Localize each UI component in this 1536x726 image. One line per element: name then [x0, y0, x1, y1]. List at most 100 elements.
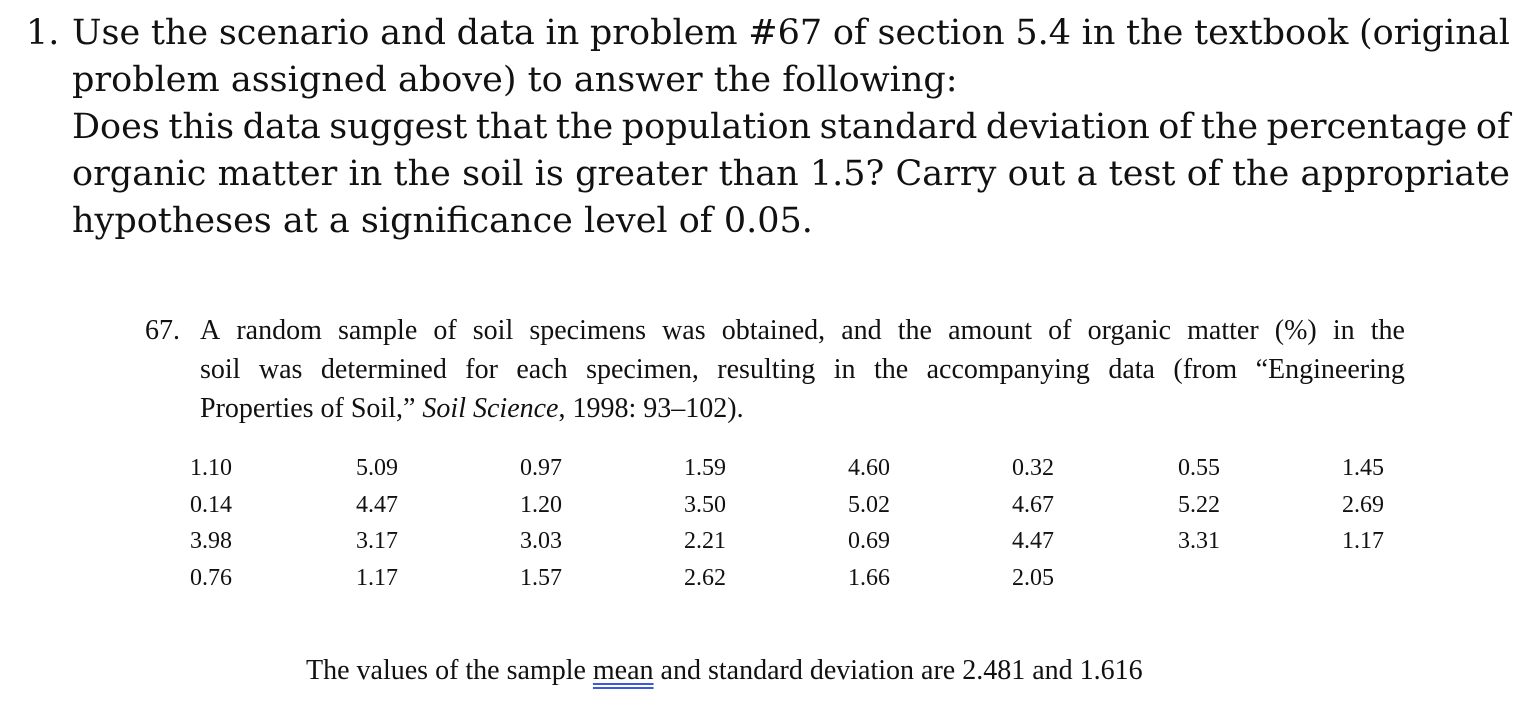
word: appropriate	[1300, 154, 1510, 194]
word: problem	[589, 13, 738, 53]
data-cell: 0.14	[190, 491, 232, 518]
data-cell: 1.17	[1342, 528, 1384, 554]
word: specimen,	[586, 354, 699, 385]
word: was	[662, 315, 706, 346]
word: percentage	[1266, 107, 1468, 147]
word: the	[1200, 107, 1259, 147]
data-row: 1.10 5.09 0.97 1.59 4.60 0.32 0.55 1.45	[190, 455, 1390, 492]
data-cell: 1.45	[1342, 455, 1384, 481]
word: the	[1370, 315, 1405, 346]
word: organic	[1087, 315, 1172, 346]
data-cell: 3.17	[356, 528, 398, 554]
word: a	[1076, 154, 1098, 194]
question-number: 1.	[26, 13, 60, 53]
word: of	[433, 315, 457, 346]
word: amount	[948, 315, 1033, 346]
data-cell: 3.50	[684, 491, 726, 518]
question-line: Use the scenario and data in problem #67 of secti…	[72, 10, 1510, 57]
journal-title: Soil Science	[422, 393, 559, 424]
word: the	[1126, 13, 1184, 53]
word: the	[873, 354, 909, 385]
word: sample	[337, 315, 418, 346]
word: Does	[72, 107, 160, 147]
data-cell: 2.05	[1012, 564, 1054, 591]
question-line: Does this data suggest that the population stan…	[72, 104, 1510, 151]
word: data	[456, 13, 535, 53]
word: determined	[320, 354, 447, 385]
summary-pre: The values of the sample	[306, 655, 593, 686]
word: matter	[1187, 315, 1259, 346]
word: obtained,	[721, 315, 826, 346]
problem-line: soil was determined for each specimen, resulti…	[200, 350, 1405, 389]
word: suggest	[329, 107, 468, 147]
data-cell: 1.20	[520, 491, 562, 518]
word: in	[833, 354, 856, 385]
data-cell: 1.17	[356, 564, 398, 591]
data-cell: 0.69	[848, 528, 890, 554]
word: of	[832, 13, 867, 53]
word: population	[621, 107, 812, 147]
word: (original	[1359, 13, 1510, 53]
data-cell: 4.47	[1012, 528, 1054, 554]
data-cell: 1.66	[848, 564, 890, 591]
word: (%)	[1274, 315, 1317, 346]
word: random	[236, 315, 322, 346]
word: test	[1108, 154, 1176, 194]
word: section	[877, 13, 1005, 53]
word: the	[555, 107, 614, 147]
data-cell: 1.57	[520, 564, 562, 591]
word: of	[1158, 107, 1193, 147]
word: for	[465, 354, 498, 385]
data-cell: 0.32	[1012, 455, 1054, 481]
data-cell: 2.69	[1342, 491, 1384, 518]
word: 5.4	[1015, 13, 1071, 53]
data-cell: 2.21	[684, 528, 726, 554]
word: was	[258, 354, 303, 385]
summary-post: and standard deviation are 2.481 and 1.6…	[653, 655, 1143, 686]
word: of	[1186, 154, 1221, 194]
word: in	[1081, 13, 1116, 53]
word: and	[380, 13, 446, 53]
data-cell: 2.62	[684, 564, 726, 591]
word: in	[1332, 315, 1355, 346]
word: soil	[472, 315, 514, 346]
word: soil	[200, 354, 241, 385]
word: textbook	[1194, 13, 1349, 53]
data-cell: 4.60	[848, 455, 890, 481]
word: Use	[72, 13, 141, 53]
word: A	[200, 315, 221, 346]
data-cell: 3.98	[190, 528, 232, 554]
word: the	[393, 154, 451, 194]
data-cell: 0.97	[520, 455, 562, 481]
word: is	[534, 154, 564, 194]
question-line: problem assigned above) to answer the fo…	[72, 60, 958, 100]
data-cell: 0.76	[190, 564, 232, 591]
word: in	[545, 13, 580, 53]
word: in	[348, 154, 383, 194]
word: of	[1475, 107, 1510, 147]
data-cell: 5.02	[848, 491, 890, 518]
word: (from	[1173, 354, 1238, 385]
word: resulting	[717, 354, 816, 385]
problem-line: Properties of Soil,” Soil Science, 1998:…	[200, 389, 1405, 428]
word: soil	[462, 154, 524, 194]
data-cell: 0.55	[1178, 455, 1220, 481]
question-line: hypotheses at a significance level of 0.…	[72, 201, 813, 241]
word: and	[841, 315, 882, 346]
problem-number: 67.	[145, 315, 180, 346]
question-text: Use the scenario and data in problem #67 of secti…	[72, 10, 1510, 245]
word: Carry	[895, 154, 997, 194]
word: data	[242, 107, 321, 147]
data-cell: 3.31	[1178, 528, 1220, 554]
data-row: 3.98 3.17 3.03 2.21 0.69 4.47 3.31 1.17	[190, 528, 1390, 565]
word: the	[897, 315, 932, 346]
word: data	[1108, 354, 1155, 385]
word: “Engineering	[1255, 354, 1405, 385]
word: scenario	[218, 13, 370, 53]
data-row: 0.14 4.47 1.20 3.50 5.02 4.67 5.22 2.69	[190, 492, 1390, 529]
data-row: 0.76 1.17 1.57 2.62 1.66 2.05	[190, 565, 1390, 602]
word: than	[718, 154, 799, 194]
problem-line-text: , 1998: 93–102).	[558, 393, 744, 424]
